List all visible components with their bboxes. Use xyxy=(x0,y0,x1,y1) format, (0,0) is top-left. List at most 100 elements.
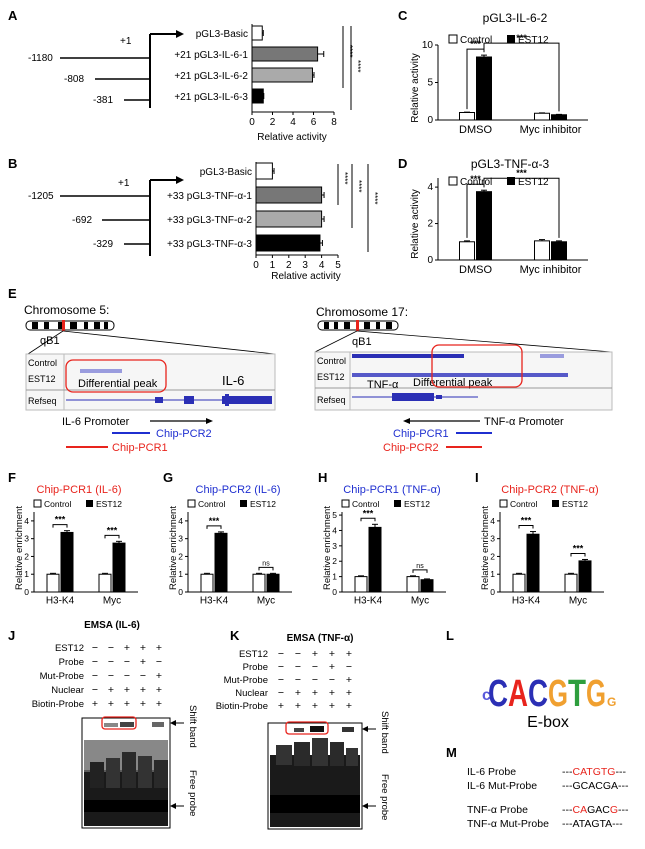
position-label: -1180 xyxy=(28,53,53,64)
panel-i-bar-chart: 0 1 2 3 4 H3-K4 Myc *** *** xyxy=(490,512,604,607)
condition-label: Nuclear xyxy=(235,688,268,699)
probe-sequence: ---CATGTG--- xyxy=(562,766,626,778)
position-label: -381 xyxy=(93,95,113,106)
chromosome-ideogram xyxy=(317,320,399,331)
panel-b: +1 -1205 -692 -329 pGL3-Basic +33 pGL3-T… xyxy=(28,162,379,282)
panel-e-right: Chromosome 17: qB1 Control EST12 Refseq … xyxy=(314,305,613,454)
logo-letter: G xyxy=(586,673,606,715)
y-tick-label: 1 xyxy=(178,569,183,579)
legend-swatch-est12 xyxy=(86,500,93,507)
panel-h: Chip-PCR1 (TNF-α) Control EST12 0 1 2 3 4 5 H3… xyxy=(322,484,446,607)
legend-swatch-control xyxy=(187,499,196,508)
probe-name: TNF-α Mut-Probe xyxy=(467,818,549,830)
x-category-label: Myc xyxy=(103,596,121,607)
band-label: qB1 xyxy=(40,335,60,347)
y-tick-label: 4 xyxy=(490,516,495,526)
logo-letter: G xyxy=(607,695,616,709)
x-tick-label: 5 xyxy=(335,260,341,271)
logo-letter: C xyxy=(488,673,508,715)
panel-h-bar-chart: 0 1 2 3 4 5 H3-K4 Myc *** ns xyxy=(332,508,446,607)
legend-label: EST12 xyxy=(404,499,430,509)
condition-sign: − xyxy=(312,661,318,673)
y-tick-label: 2 xyxy=(24,551,29,561)
legend-swatch-est12 xyxy=(507,177,515,185)
x-category-label: DMSO xyxy=(459,264,492,276)
construct-label: +33 pGL3-TNF-α-3 xyxy=(167,239,252,250)
condition-sign: − xyxy=(108,656,114,668)
bar xyxy=(98,573,112,593)
significance-label: *** xyxy=(107,525,118,535)
condition-sign: − xyxy=(278,674,284,686)
panel-a: +1 -1180 -808 -381 pGL3-Basic +21 pGL3-I… xyxy=(28,24,362,143)
x-tick-label: 1 xyxy=(270,260,276,271)
panel-g: Chip-PCR2 (IL-6) Control EST12 0 1 2 3 4 H3-K… xyxy=(168,484,292,607)
chart-title: Chip-PCR2 (IL-6) xyxy=(196,484,281,496)
significance-bracket xyxy=(52,524,68,528)
condition-sign: + xyxy=(140,684,146,696)
y-axis-label: Relative enrichment xyxy=(168,506,179,590)
condition-sign: + xyxy=(329,648,335,660)
panel-label-l: L xyxy=(446,628,454,643)
y-axis-label: Relative activity xyxy=(410,53,421,122)
x-tick-label: 3 xyxy=(302,260,308,271)
condition-sign: + xyxy=(346,674,352,686)
significance-label: **** xyxy=(340,172,349,184)
condition-sign: − xyxy=(124,656,130,668)
panel-label-i: I xyxy=(475,470,479,485)
emsa-title: EMSA (TNF-α) xyxy=(287,633,354,644)
control-peak xyxy=(352,354,464,358)
condition-sign: + xyxy=(108,684,114,696)
track-label: Control xyxy=(28,358,57,368)
position-label: -329 xyxy=(93,239,113,250)
panel-j: EMSA (IL-6) EST12− − + + +Probe − − − + −Mut-Prob… xyxy=(32,620,198,829)
condition-sign: + xyxy=(346,687,352,699)
condition-sign: + xyxy=(140,656,146,668)
y-tick-label: 0 xyxy=(427,255,433,266)
significance-label: *** xyxy=(521,516,532,526)
condition-sign: + xyxy=(312,687,318,699)
probe-name: IL-6 Probe xyxy=(467,766,516,778)
x-category-label: Myc inhibitor xyxy=(520,124,582,136)
panel-f: Chip-PCR1 (IL-6) Control EST12 0 1 2 3 4 H3-K… xyxy=(14,484,138,607)
panel-label-j: J xyxy=(8,628,15,643)
panel-label-g: G xyxy=(163,470,173,485)
bar xyxy=(476,56,492,121)
position-label: -808 xyxy=(64,74,84,85)
legend-label: EST12 xyxy=(518,35,549,46)
y-tick-label: 0 xyxy=(427,115,433,126)
condition-sign: + xyxy=(295,700,301,712)
condition-sign: − xyxy=(156,656,162,668)
promoter-label: TNF-α Promoter xyxy=(484,416,564,428)
significance-label: **** xyxy=(370,192,379,204)
bar xyxy=(255,186,323,204)
y-tick-label: 10 xyxy=(422,40,434,51)
x-axis-label: Relative activity xyxy=(257,132,326,143)
bar xyxy=(354,576,368,593)
significance-bracket xyxy=(258,566,274,571)
bar xyxy=(251,46,319,62)
bar xyxy=(251,25,263,41)
condition-sign: − xyxy=(92,670,98,682)
bar xyxy=(459,241,475,261)
peak-label: Differential peak xyxy=(413,377,493,389)
gene-label: TNF-α xyxy=(367,379,399,391)
significance-bracket xyxy=(483,177,560,238)
panel-label-f: F xyxy=(8,470,16,485)
tss-label: +1 xyxy=(120,36,132,47)
bar xyxy=(214,532,228,593)
bar xyxy=(526,533,540,593)
probe-sequence: ---CAGACG--- xyxy=(562,804,629,816)
y-tick-label: 2 xyxy=(427,219,433,230)
panel-c-bar-chart: 0 5 10 DMSO Myc inhibitor *** *** xyxy=(422,33,588,136)
condition-sign: + xyxy=(329,700,335,712)
condition-label: Biotin-Probe xyxy=(216,701,268,712)
condition-sign: + xyxy=(346,648,352,660)
bar xyxy=(551,241,567,261)
chip-pcr1-label: Chip-PCR1 xyxy=(112,442,168,454)
differential-peak-box xyxy=(431,344,523,388)
panel-i: Chip-PCR2 (TNF-α) Control EST12 0 1 2 3 4 H3-… xyxy=(480,484,604,607)
sequence-logo: c C A C G T G G xyxy=(482,673,616,715)
y-tick-label: 4 xyxy=(332,525,337,535)
